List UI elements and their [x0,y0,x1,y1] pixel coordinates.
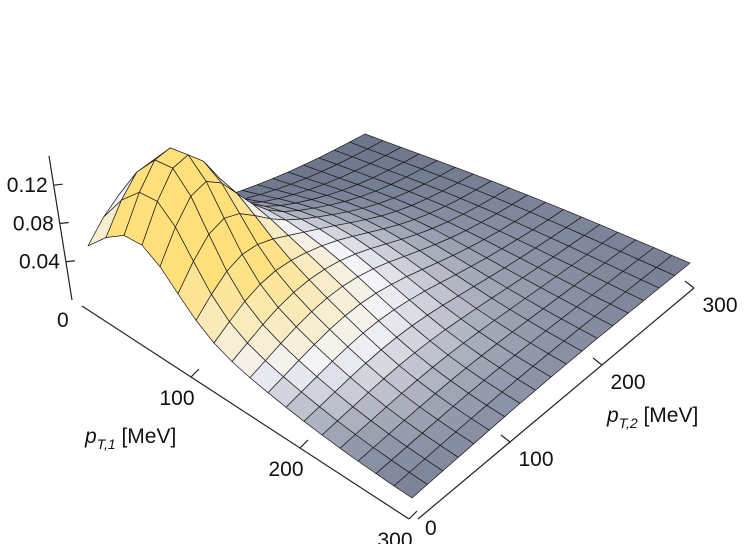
x-tick-mark [190,368,200,378]
x-zero-label: 0 [57,309,69,332]
y-axis-label-main: p [606,404,619,427]
x-axis-label-sub: T,1 [97,436,116,452]
x-axis-label: pT,1 [MeV] [84,425,176,452]
y-ticks: 100 200 300 [500,280,738,471]
z-tick-label: 0.08 [13,212,54,235]
x-tick-label: 100 [159,387,194,410]
x-ticks: 100 200 300 [159,368,418,544]
x-tick-label: 300 [377,529,412,544]
y-axis-label-sub: T,2 [619,415,638,431]
y-tick-label: 100 [518,448,553,471]
x-tick-mark [408,510,418,520]
z-tick-mark [59,221,69,225]
z-tick-mark [65,260,75,263]
y-zero-label: 0 [425,517,437,540]
surface-mesh [87,133,691,499]
x-axis-label-unit: [MeV] [116,425,177,448]
x-axis-line [81,305,410,520]
z-tick-label: 0.04 [19,251,60,274]
y-axis-line [417,287,695,520]
z-ticks: 0.04 0.08 0.12 [7,174,75,274]
surface-patch [393,472,428,499]
y-axis-label-unit: [MeV] [638,404,699,427]
y-tick-label: 200 [610,371,645,394]
z-tick-mark [53,183,63,186]
x-axis-label-main: p [84,425,97,448]
y-tick-mark [592,357,603,366]
y-tick-label: 300 [702,294,737,317]
x-tick-mark [299,439,309,449]
z-axis-line [48,155,73,301]
y-tick-mark [684,280,695,289]
x-tick-label: 200 [268,458,303,481]
y-axis-label: pT,2 [MeV] [606,404,698,431]
y-tick-mark [500,434,511,443]
z-tick-label: 0.12 [7,174,48,197]
